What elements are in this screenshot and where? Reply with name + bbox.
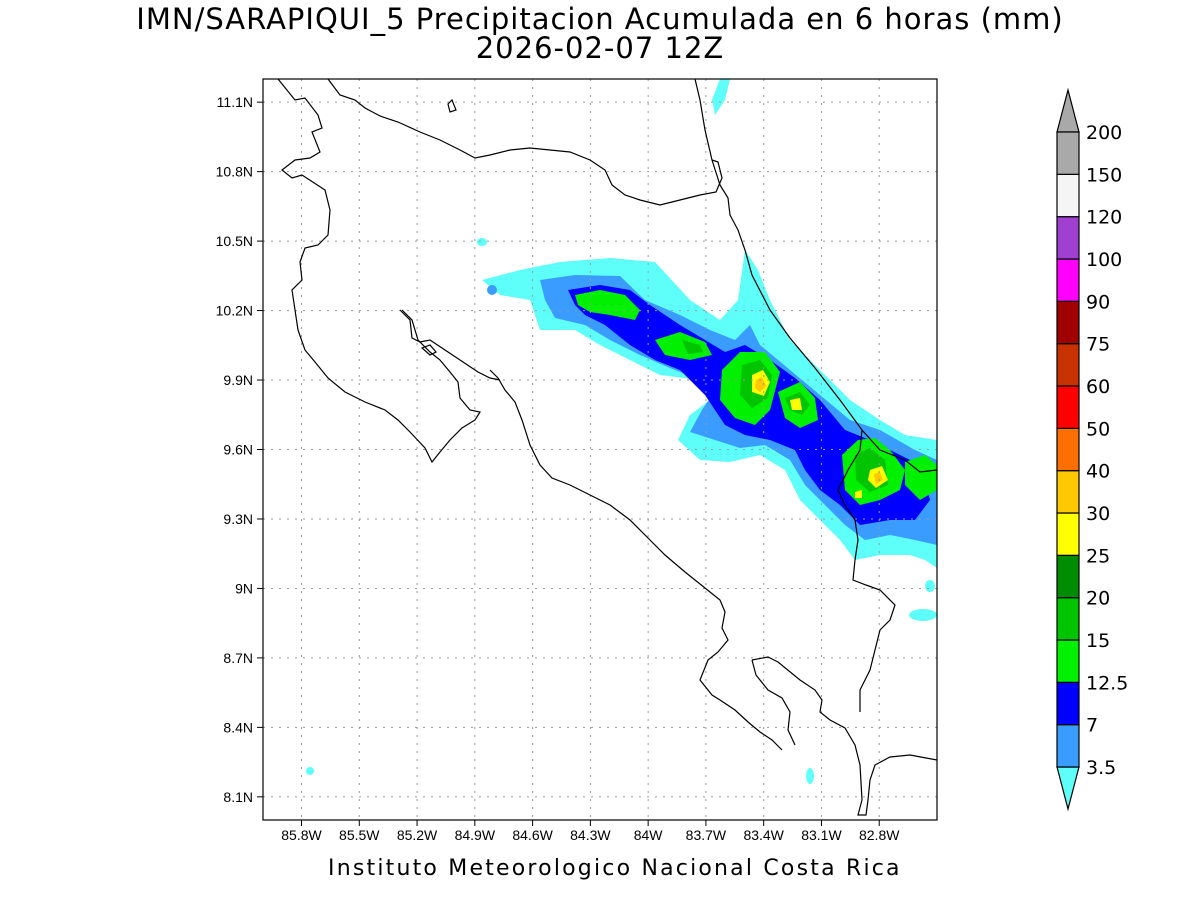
colorbar-segment — [1056, 597, 1080, 641]
lon-tick-label: 84.9W — [455, 827, 496, 843]
coastline-island — [420, 344, 437, 356]
lat-tick-label: 11.1N — [217, 94, 253, 110]
lon-tick-label: 84.6W — [512, 827, 553, 843]
colorbar-segment — [1056, 512, 1080, 556]
lat-tick-label: 9.6N — [223, 442, 253, 458]
colorbar-label: 15 — [1086, 630, 1110, 652]
colorbar-segment — [1056, 216, 1080, 260]
precip-band-20 — [682, 340, 888, 492]
lat-tick-label: 9.3N — [223, 511, 253, 527]
colorbar-label: 100 — [1086, 249, 1122, 271]
colorbar-segment — [1056, 343, 1080, 387]
colorbar-segment — [1056, 639, 1080, 683]
precip-cell-isolated — [806, 768, 814, 784]
coastline-gulf-nicoya — [399, 309, 501, 381]
precip-cell-north — [712, 79, 730, 115]
lon-tick-label: 83.4W — [743, 827, 784, 843]
lon-tick-label: 85.5W — [339, 827, 380, 843]
colorbar-label: 120 — [1086, 207, 1122, 229]
precip-cell-isolated — [487, 285, 497, 295]
colorbar: 3.5 7 12.5 15 20 25 30 40 50 60 75 90 100 120 150 200 — [1056, 87, 1128, 812]
precip-cell-isolated — [306, 767, 314, 775]
map-gridlines — [263, 79, 937, 820]
colorbar-label: 50 — [1086, 418, 1110, 440]
colorbar-label: 30 — [1086, 503, 1110, 525]
lat-tick-label: 9N — [235, 580, 253, 596]
lake-island — [447, 98, 457, 113]
lat-tick-label: 10.2N — [216, 303, 253, 319]
colorbar-segment — [1056, 681, 1080, 726]
lat-tick-label: 10.5N — [216, 233, 253, 249]
coastline-pacific-central — [489, 369, 783, 751]
map-subtitle: 2026-02-07 12Z — [475, 31, 725, 65]
lat-tick-label: 10.8N — [216, 164, 253, 180]
coastline-nicaragua-lake — [277, 79, 481, 464]
colorbar-label: 60 — [1086, 376, 1110, 398]
colorbar-label: 7 — [1086, 715, 1098, 737]
map-axes: 11.1N 10.8N 10.5N 10.2N 9.9N 9.6N 9.3N 9N 8.7N 8.… — [216, 94, 901, 843]
lon-tick-label: 84.3W — [570, 827, 611, 843]
lon-tick-label: 83.7W — [686, 827, 727, 843]
colorbar-label: 20 — [1086, 588, 1110, 610]
lon-tick-label: 85.2W — [397, 827, 438, 843]
colorbar-segment — [1056, 300, 1080, 345]
colorbar-label: 12.5 — [1086, 672, 1128, 694]
precip-cell-isolated — [477, 238, 487, 246]
lat-tick-label: 8.7N — [223, 650, 253, 666]
colorbar-segment — [1056, 131, 1080, 175]
colorbar-segment — [1056, 554, 1080, 599]
colorbar-arrow-high — [1056, 87, 1080, 133]
map-footer: Instituto Meteorologico Nacional Costa R… — [328, 856, 902, 881]
colorbar-segment — [1056, 470, 1080, 514]
precip-band-30 — [752, 370, 888, 498]
colorbar-label: 150 — [1086, 164, 1122, 186]
lat-tick-label: 8.1N — [223, 789, 253, 805]
colorbar-arrow-low — [1056, 766, 1080, 812]
precipitation-field — [306, 79, 937, 784]
colorbar-label: 200 — [1086, 122, 1122, 144]
colorbar-segment — [1056, 427, 1080, 472]
colorbar-label: 90 — [1086, 291, 1110, 313]
coastline — [277, 79, 937, 816]
precip-cell-isolated — [909, 609, 937, 621]
colorbar-label: 75 — [1086, 334, 1110, 356]
lat-tick-label: 8.4N — [223, 719, 253, 735]
colorbar-segment — [1056, 724, 1080, 768]
map-title: IMN/SARAPIQUI_5 Precipitacion Acumulada … — [136, 2, 1064, 36]
lon-tick-label: 84W — [634, 827, 664, 843]
lon-tick-label: 85.8W — [281, 827, 322, 843]
border-nicaragua — [327, 79, 723, 206]
lon-tick-label: 83.1W — [801, 827, 842, 843]
lon-tick-label: 82.8W — [859, 827, 900, 843]
colorbar-label: 40 — [1086, 461, 1110, 483]
colorbar-label: 3.5 — [1086, 757, 1116, 779]
colorbar-segment — [1056, 258, 1080, 302]
colorbar-label: 25 — [1086, 545, 1110, 567]
colorbar-segment — [1056, 173, 1080, 218]
coastline-osa-inner — [751, 659, 796, 746]
border-panama — [837, 429, 896, 712]
colorbar-segment — [1056, 385, 1080, 429]
coastline-osa-peninsula — [751, 656, 937, 816]
precip-cell-isolated — [925, 580, 935, 592]
lat-tick-label: 9.9N — [223, 372, 253, 388]
